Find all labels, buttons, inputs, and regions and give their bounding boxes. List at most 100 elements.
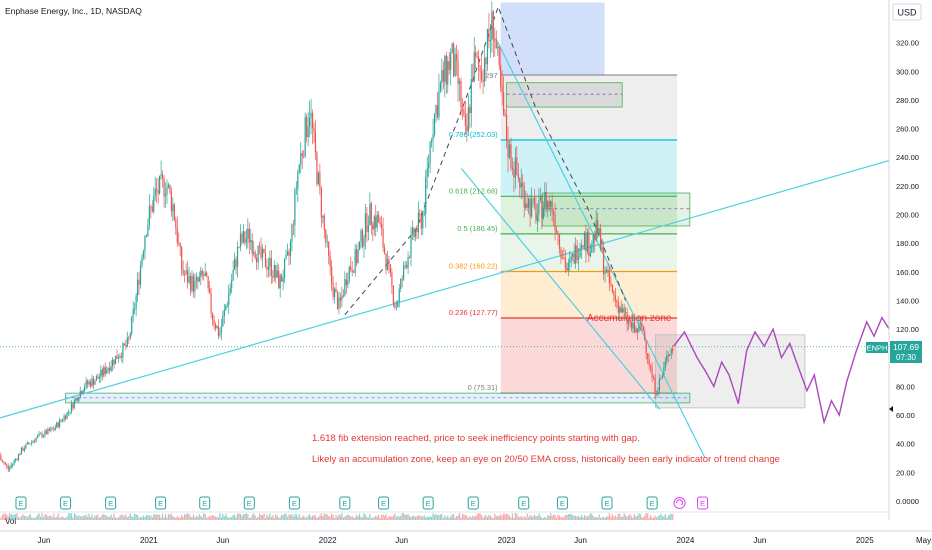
candle-body xyxy=(6,464,8,467)
candle-body xyxy=(200,270,202,277)
candle xyxy=(598,227,600,237)
volume-bar xyxy=(201,517,203,520)
candle-body xyxy=(591,244,593,253)
volume-bar xyxy=(670,513,672,520)
volume-bar xyxy=(123,516,125,520)
candle xyxy=(451,42,453,54)
candle xyxy=(338,291,340,315)
candle xyxy=(351,261,353,277)
candle xyxy=(455,44,458,76)
candle-body xyxy=(228,293,230,305)
volume-bar xyxy=(645,513,647,520)
candle-body xyxy=(444,55,446,82)
candle xyxy=(198,271,200,283)
candle-body xyxy=(633,322,636,333)
volume-bar xyxy=(336,516,339,520)
candle-body xyxy=(113,359,115,365)
candle-body xyxy=(482,79,484,82)
volume-bar xyxy=(429,516,431,520)
candle xyxy=(178,232,180,246)
candle xyxy=(475,45,477,69)
candle-body xyxy=(569,259,571,263)
candle xyxy=(336,290,339,310)
candle xyxy=(175,216,177,236)
volume-bar xyxy=(519,517,521,520)
candle-body xyxy=(1,460,3,463)
volume-bar xyxy=(635,516,637,520)
candle-body xyxy=(13,460,15,464)
candle xyxy=(572,253,574,262)
candle-body xyxy=(100,369,102,378)
volume-bar xyxy=(466,515,468,520)
candle xyxy=(189,272,192,297)
volume-bar xyxy=(112,517,114,520)
candle xyxy=(304,112,306,159)
candle xyxy=(600,223,602,252)
candle-body xyxy=(288,251,290,256)
candle-body xyxy=(219,333,221,336)
time-axis[interactable]: Jun2021Jun2022Jun2023Jun2024Jun2025MaySe… xyxy=(38,536,932,545)
candle xyxy=(404,260,406,270)
candle-body xyxy=(425,176,427,214)
candle xyxy=(81,390,83,394)
candle xyxy=(261,244,264,269)
volume-bar xyxy=(485,514,487,520)
candle xyxy=(92,375,95,389)
candle xyxy=(114,355,117,365)
volume-bar xyxy=(195,515,197,520)
candle xyxy=(264,244,267,269)
candle-body xyxy=(308,117,311,127)
candle-body xyxy=(229,288,231,294)
candle-body xyxy=(504,114,506,116)
earnings-marker xyxy=(15,496,27,510)
candle xyxy=(553,208,555,226)
fib-label: 0.786 (252.03) xyxy=(449,130,498,139)
volume-bar xyxy=(488,515,490,520)
volume-bar xyxy=(570,513,572,520)
candle xyxy=(611,284,613,294)
candle-body xyxy=(450,53,452,70)
candle xyxy=(112,357,114,372)
candle xyxy=(213,315,215,330)
time-tick-label: 2025 xyxy=(856,536,874,545)
volume-bar xyxy=(486,516,489,520)
volume-bar xyxy=(432,513,434,520)
price-tick-label: 180.00 xyxy=(896,239,919,248)
candle-body xyxy=(670,348,672,355)
volume-bar xyxy=(238,513,240,520)
candle xyxy=(510,137,512,171)
earnings-e-icon: E xyxy=(15,496,27,510)
candle xyxy=(101,367,103,381)
candle xyxy=(317,170,319,186)
volume-bar xyxy=(263,513,265,520)
candle-body xyxy=(4,462,6,465)
earnings-events[interactable]: EEEEEEEEEEEEEEEEE xyxy=(0,496,709,510)
volume-bar xyxy=(39,516,42,520)
candle xyxy=(439,80,442,94)
currency-box[interactable] xyxy=(892,3,922,21)
symbol-title[interactable]: Enphase Energy, Inc., 1D, NASDAQ xyxy=(5,6,142,16)
candle-body xyxy=(464,115,466,126)
candle-body xyxy=(345,279,347,286)
candle-body xyxy=(422,214,424,229)
candle-body xyxy=(641,323,643,327)
candle xyxy=(148,194,150,230)
time-tick-label: Jun xyxy=(753,536,766,545)
volume-bar xyxy=(655,517,658,520)
volume-bar xyxy=(207,516,209,520)
candle xyxy=(283,258,286,283)
candle-body xyxy=(563,257,565,259)
candle xyxy=(594,230,596,252)
candle-body xyxy=(579,247,581,257)
candle-body xyxy=(470,79,472,113)
candle xyxy=(523,181,525,218)
candle xyxy=(241,231,243,245)
candle-body xyxy=(536,214,539,221)
time-tick-label: 2024 xyxy=(677,536,695,545)
candle xyxy=(597,212,599,239)
earnings-marker-glyph: E xyxy=(471,499,476,508)
volume-bar xyxy=(479,513,481,520)
earnings-e-icon: E xyxy=(646,496,658,510)
volume-bar xyxy=(225,513,227,520)
